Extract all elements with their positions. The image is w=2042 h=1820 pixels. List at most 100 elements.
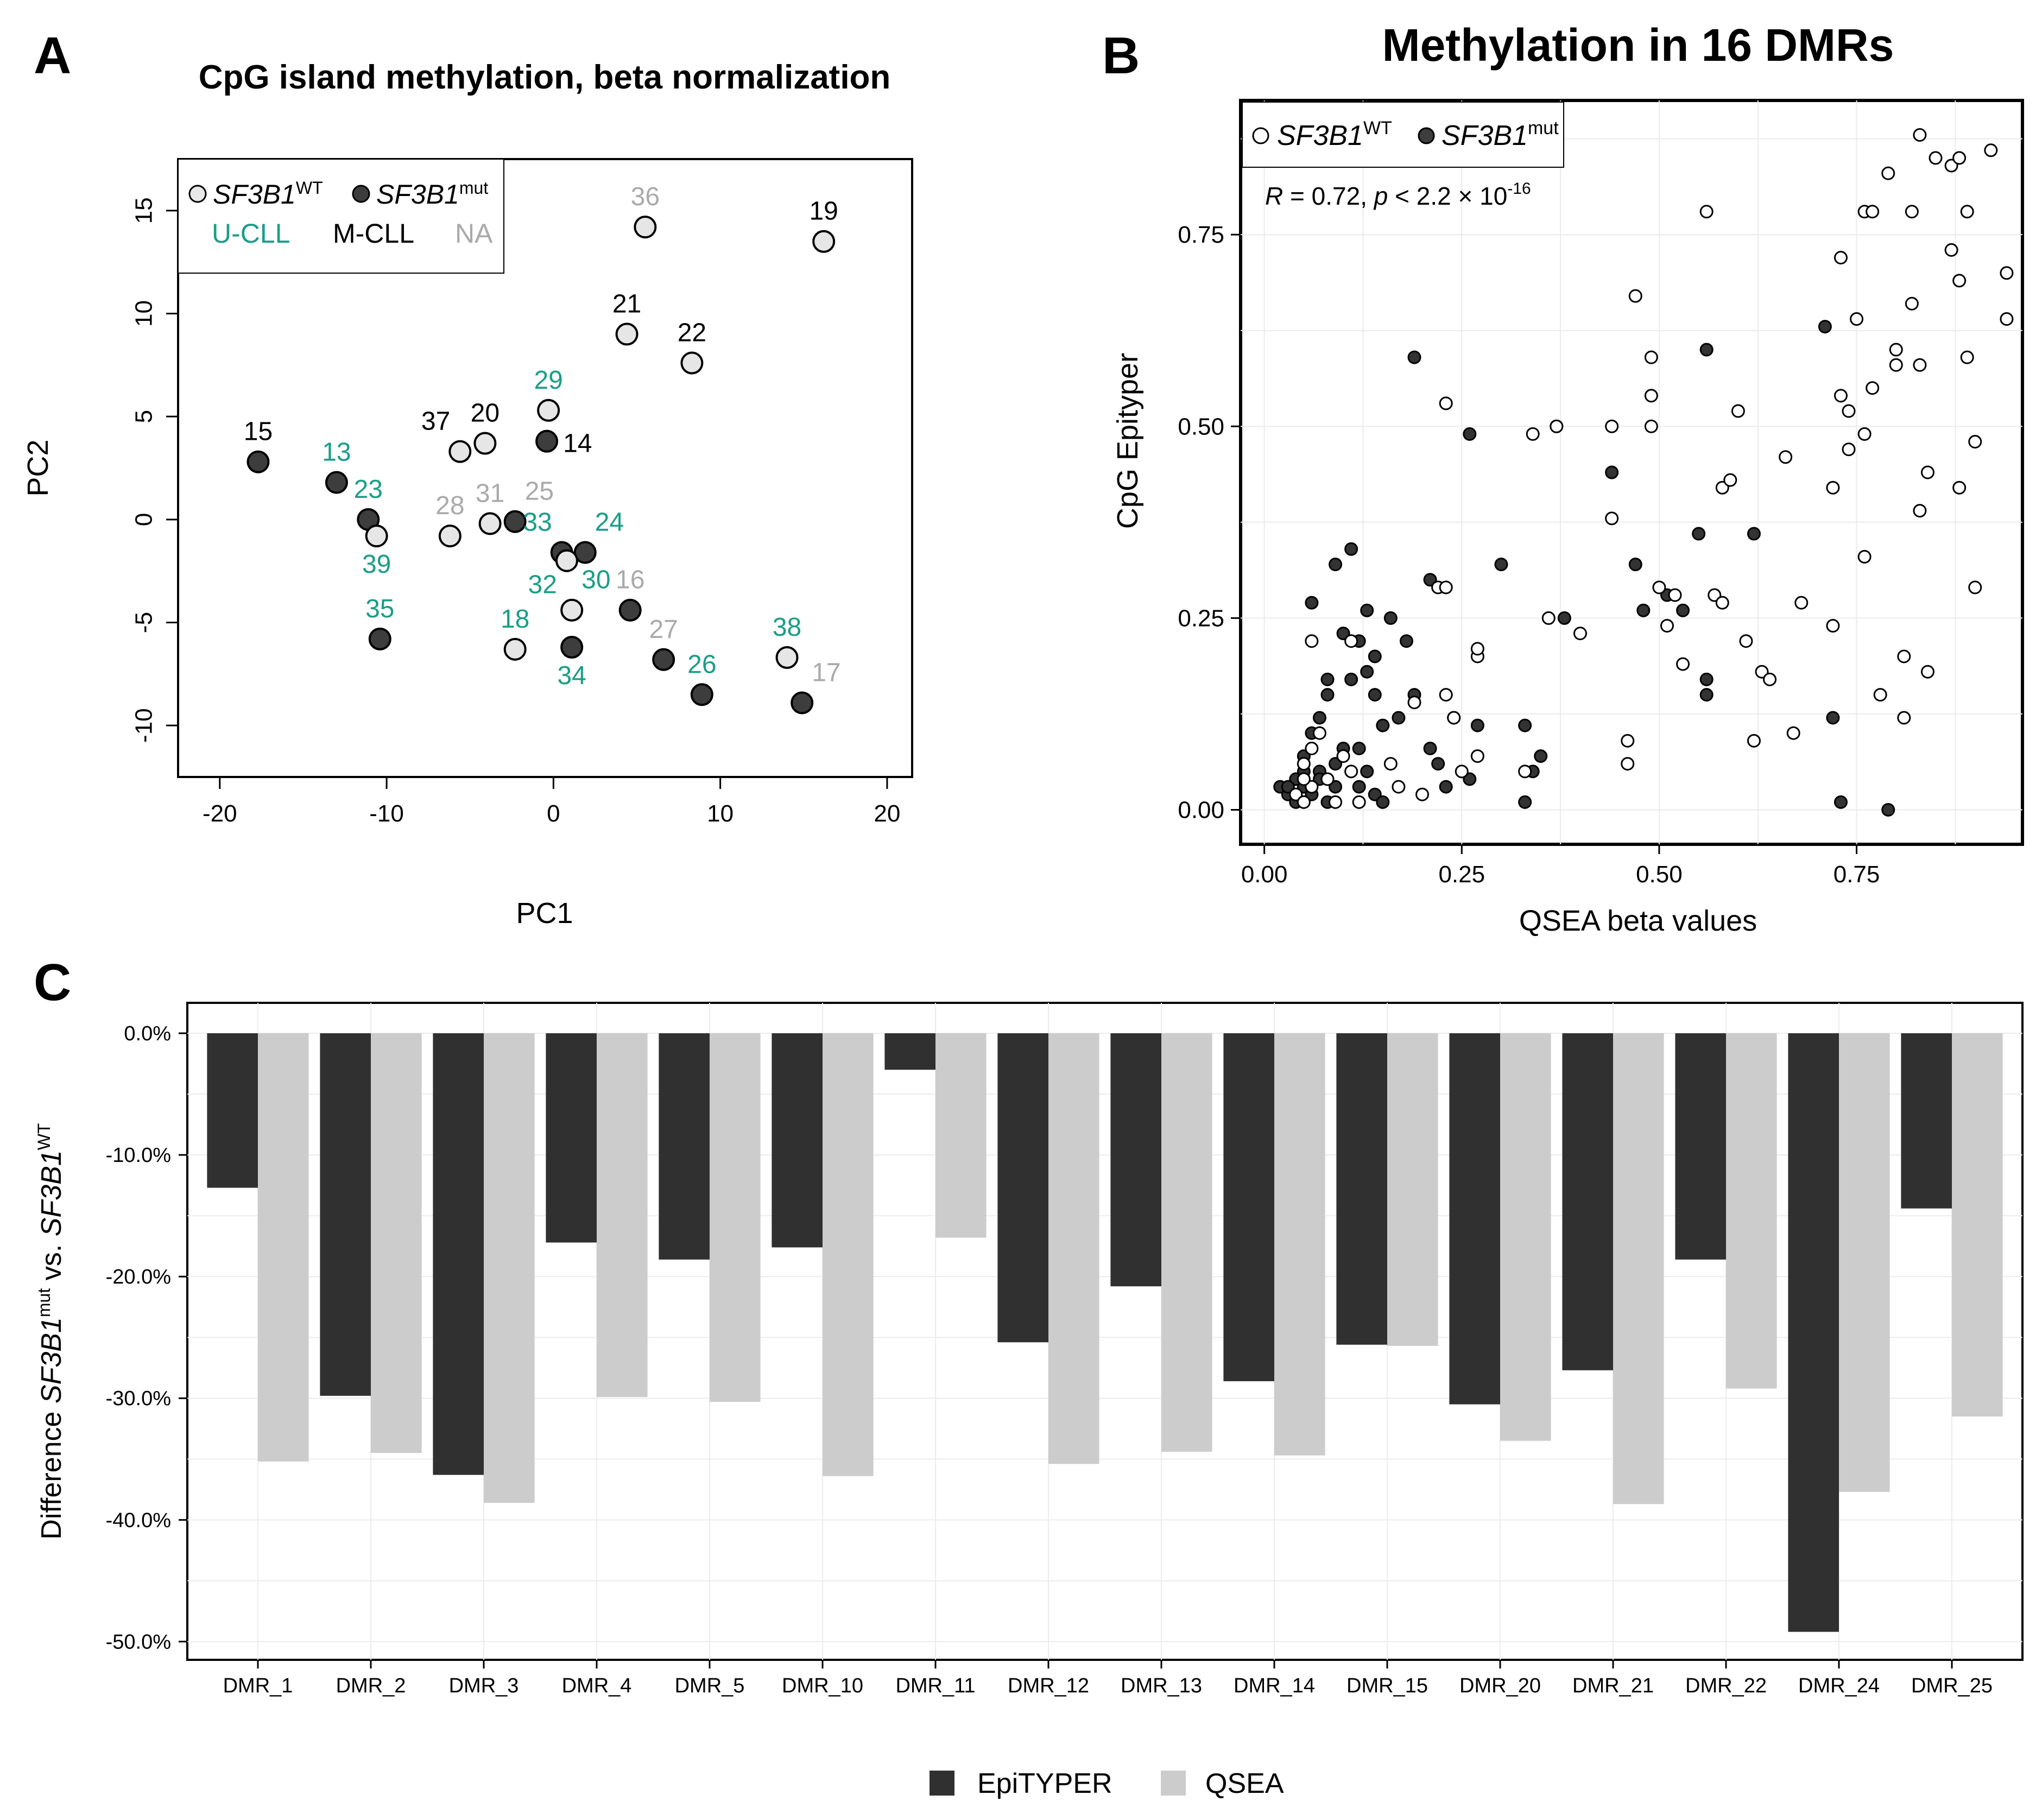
c-bar-epityper-dmr_13 [1110,1033,1161,1287]
b-point [1692,527,1706,541]
c-xtick-label: DMR_13 [1121,1674,1202,1697]
annot-p-exponent: -16 [1507,180,1531,198]
a-point-label: 24 [595,508,624,537]
b-point [1952,481,1967,495]
c-xtick-label: DMR_5 [675,1674,745,1697]
b-point [1960,205,1974,219]
c-bar-epityper-dmr_22 [1675,1033,1726,1260]
a-point-label: 34 [557,661,586,690]
b-point [1407,696,1421,710]
b-point [1557,611,1571,625]
panel-c-legend: EpiTYPER QSEA [930,1768,1284,1799]
c-ytick-label: 0.0% [124,1022,171,1045]
b-point [1447,711,1461,725]
c-bar-qsea-dmr_10 [823,1033,874,1476]
b-point [1383,611,1398,625]
c-ylabel-pre: Difference [36,1404,67,1540]
c-bar-epityper-dmr_14 [1223,1033,1274,1381]
a-point-label: 35 [365,595,394,623]
b-point [1352,780,1366,794]
a-point-label: 29 [534,366,562,395]
b-point [1383,757,1398,771]
c-xtick-label: DMR_21 [1572,1674,1654,1697]
b-point [1873,688,1887,702]
b-point [1826,481,1840,495]
b-point [1913,128,1927,142]
b-point [1360,764,1374,779]
panel-b-correlation-annotation: R = 0.72, p < 2.2 × 10-16 [1265,180,1531,210]
b-ytick-label: 0.75 [1178,222,1224,248]
a-point-25 [503,510,527,533]
b-point [1494,557,1508,571]
a-point-label: 27 [649,615,678,644]
c-xtick-label: DMR_25 [1911,1674,1993,1697]
b-point [1344,634,1358,648]
panel-b-ylabel: CpG Epityper [1111,353,1144,529]
b-point [1455,764,1469,779]
b-point [1905,205,1919,219]
c-bar-qsea-dmr_25 [1952,1033,2003,1417]
panel-a-legend: SF3B1WT SF3B1mut U-CLL M-CLL NA [178,159,504,274]
legend-qsea-label: QSEA [1205,1768,1284,1799]
b-point [1312,711,1326,725]
b-point [1960,350,1974,364]
b-point [1320,772,1335,786]
b-point [1605,465,1619,479]
a-point-label: 17 [812,658,840,687]
legend-qsea-swatch [1161,1771,1186,1796]
b-legend-mut-marker [1418,127,1435,144]
b-point [1344,764,1358,779]
b-point [1842,443,1856,457]
panel-b-axes: 0.00 0.25 0.50 0.75 0.00 0.25 0.50 0.75 [1178,222,1880,888]
a-point-35 [368,627,391,650]
b-point [1329,795,1343,809]
b-legend-mut-sup: mut [1528,118,1559,138]
a-point-label: 19 [809,197,838,226]
b-legend-wt-sup: WT [1363,118,1392,138]
a-point-label: 18 [501,605,529,634]
c-ytick-label: -50.0% [106,1631,171,1653]
a-point-label: 14 [563,429,592,458]
panel-a-xlabel: PC1 [516,897,573,930]
legend-wt-marker [188,185,207,203]
a-point-24 [573,541,597,564]
b-point [1628,557,1642,571]
b-point [1550,419,1564,433]
c-xtick-label: DMR_22 [1685,1674,1767,1697]
b-point [1920,665,1934,679]
a-point-13 [325,471,348,494]
annot-r-symbol: R [1265,182,1283,210]
legend-mut-sup: mut [459,178,488,198]
b-point [1944,243,1958,257]
a-point-label: 33 [523,508,552,537]
b-point [1850,312,1864,326]
c-bar-qsea-dmr_20 [1500,1033,1551,1441]
panel-b-legend-box [1242,102,1564,168]
c-bar-qsea-dmr_13 [1161,1033,1212,1452]
c-xtick-label: DMR_11 [895,1674,975,1697]
a-point-17 [791,691,814,715]
b-point [1763,672,1777,686]
b-point [1747,734,1761,748]
panel-c: C 0.0% -10.0% -20.0% -30.0% -40.0% -50.0% DMR_… [34,953,2024,1799]
b-point [1470,749,1484,763]
a-ytick-label: 15 [131,197,157,224]
b-point [1905,296,1919,311]
a-point-36 [634,216,657,239]
c-bar-epityper-dmr_5 [659,1033,710,1260]
b-point [1676,657,1690,671]
b-legend-mut-label: SF3B1mut [1442,118,1559,151]
b-point [1518,764,1532,779]
b-xtick-label: 0.50 [1636,861,1683,888]
b-point [1415,787,1430,801]
b-legend-wt-label: SF3B1WT [1277,118,1392,151]
legend-mut-marker [352,185,370,203]
b-point [1541,611,1556,625]
c-ytick-label: -30.0% [106,1387,171,1410]
b-point [1866,381,1880,395]
c-bar-epityper-dmr_10 [772,1033,823,1248]
a-point-18 [503,637,527,661]
legend-wt-label: SF3B1WT [213,178,323,210]
